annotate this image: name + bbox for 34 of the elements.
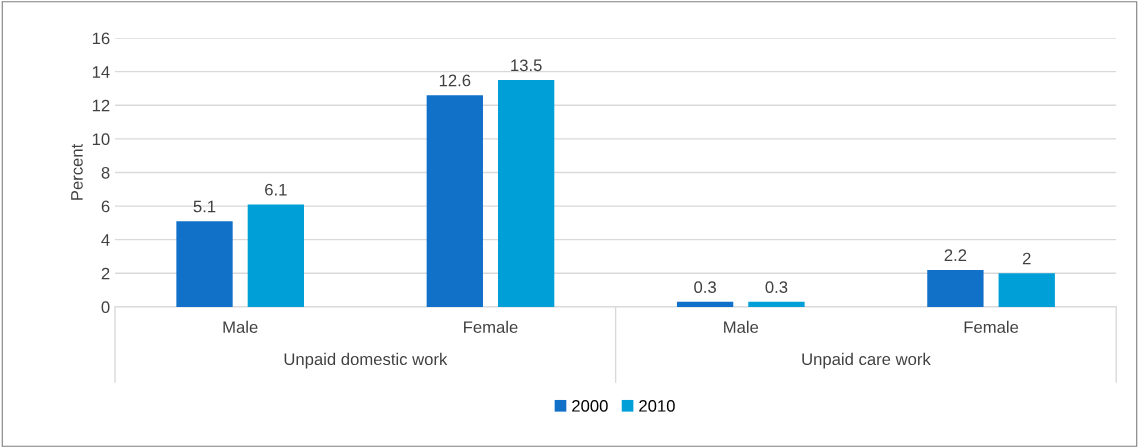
bar xyxy=(426,95,483,307)
data-label: 5.1 xyxy=(193,200,216,213)
data-label: 0.3 xyxy=(765,281,788,293)
y-tick-label: 12 xyxy=(92,99,110,112)
y-tick-label: 16 xyxy=(92,32,110,45)
y-tick-label: 8 xyxy=(101,166,110,179)
bar xyxy=(998,273,1055,307)
data-label: 6.1 xyxy=(265,183,287,196)
bar xyxy=(927,269,984,307)
x-tick-label: Male xyxy=(223,320,258,334)
data-label: 0.3 xyxy=(694,281,716,293)
data-label: 13.5 xyxy=(511,59,542,72)
bar xyxy=(247,204,305,307)
legend-label: 2000 xyxy=(572,399,608,412)
x-tick-label: Female xyxy=(464,320,518,334)
bar xyxy=(497,80,555,307)
y-axis-title: Percent xyxy=(71,143,83,200)
data-label: 12.6 xyxy=(439,74,471,87)
x-tick-label: Male xyxy=(724,320,759,334)
y-tick-label: 14 xyxy=(92,66,110,78)
data-label: 2 xyxy=(1022,252,1031,265)
text: Unpaid domestic work xyxy=(284,352,448,369)
bar xyxy=(676,301,734,307)
y-tick-label: 2 xyxy=(101,267,110,280)
data-label: 2.2 xyxy=(944,249,967,261)
text: Unpaid care work xyxy=(802,352,931,369)
y-tick-label: 4 xyxy=(101,234,110,246)
y-tick-label: 0 xyxy=(101,301,110,314)
x-tick-label: Female xyxy=(964,320,1019,334)
y-tick-label: 10 xyxy=(92,133,110,146)
bar xyxy=(176,221,233,307)
y-tick-label: 6 xyxy=(101,200,110,213)
legend-label: 2010 xyxy=(639,399,675,412)
bar xyxy=(748,301,805,307)
